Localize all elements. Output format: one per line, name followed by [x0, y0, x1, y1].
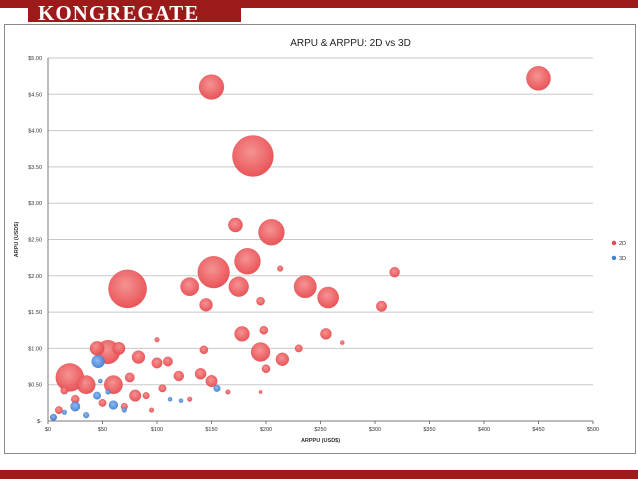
bubble-3d [105, 389, 111, 395]
bubble-3d [98, 378, 103, 384]
bubble-2d [340, 340, 345, 345]
bubble-3d [167, 397, 173, 402]
bubble-2d [258, 219, 285, 246]
bubble-2d [142, 392, 150, 400]
bubble-2d [151, 357, 163, 369]
bubble-2d [526, 66, 551, 91]
bubble-2d [173, 370, 184, 382]
x-tick-label: $450 [532, 427, 544, 433]
bubble-2d [228, 217, 243, 233]
bubble-2d [112, 341, 126, 355]
bubble-3d [91, 354, 105, 369]
bubble-2d [124, 372, 135, 383]
bubble-3d [61, 409, 67, 415]
bubble-2d [234, 326, 250, 342]
bubble-2d [198, 74, 225, 100]
legend-marker-2d [611, 240, 617, 246]
x-tick-label: $250 [314, 427, 326, 433]
bubble-2d [180, 277, 200, 297]
bubble-3d [178, 398, 184, 403]
x-tick-label: $150 [205, 427, 217, 433]
y-tick-label: $2.50 [28, 238, 42, 244]
chart-title: ARPU & ARPPU: 2D vs 3D [290, 38, 411, 49]
bubble-2d [89, 341, 105, 356]
y-tick-label: $1.50 [28, 310, 42, 316]
bubble-2d [158, 384, 167, 393]
bubble-2d [250, 342, 271, 362]
y-tick-label: $1.00 [28, 346, 42, 352]
x-axis-label: ARPPU (USD$) [301, 438, 340, 444]
x-tick-label: $50 [98, 427, 107, 433]
bubble-2d [277, 265, 284, 272]
bubble-3d [213, 384, 221, 392]
kongregate-logo: KONGREGATE [38, 1, 200, 25]
bubble-2d [234, 248, 261, 275]
x-tick-label: $500 [587, 427, 599, 433]
bubble-3d [108, 400, 118, 410]
legend-label-2d: 2D [619, 241, 626, 247]
bubble-2d [232, 135, 274, 177]
y-tick-label: $3.00 [28, 201, 42, 207]
bottom-brand-bar [0, 470, 638, 479]
bubble-2d [320, 328, 332, 340]
bubble-2d [149, 407, 155, 413]
y-tick-label: $2.00 [28, 274, 42, 280]
bubble-2d [317, 286, 339, 309]
bubble-3d [83, 412, 90, 419]
bubble-2d [163, 356, 173, 367]
y-tick-label: $3.50 [28, 165, 42, 171]
y-tick-label: $4.50 [28, 92, 42, 98]
y-tick-label: $0.50 [28, 383, 42, 389]
x-tick-label: $300 [369, 427, 381, 433]
bubble-2d [275, 352, 289, 366]
x-tick-label: $400 [478, 427, 490, 433]
bubble-2d [376, 300, 387, 312]
bubble-2d [205, 375, 218, 388]
bubble-2d [389, 266, 400, 278]
x-tick-label: $100 [151, 427, 163, 433]
bubble-2d [98, 398, 107, 407]
bubble-2d [199, 345, 209, 355]
bubble-2d [228, 276, 249, 297]
legend-marker-3d [611, 255, 617, 261]
bubble-2d [131, 350, 146, 364]
y-tick-label: $4.00 [28, 129, 42, 135]
y-tick-label: $5.00 [28, 56, 42, 62]
x-tick-label: $200 [260, 427, 272, 433]
x-tick-label: $350 [423, 427, 435, 433]
bubble-3d [70, 401, 81, 412]
bubble-3d [121, 407, 127, 413]
bubble-2d [256, 296, 265, 306]
bubble-2d [104, 375, 123, 395]
bubble-3d [93, 391, 101, 400]
bubble-2d [294, 344, 303, 353]
bubble-2d [293, 275, 317, 299]
bubble-2d [187, 396, 193, 402]
logo-tab [28, 0, 241, 22]
bubble-2d [199, 298, 213, 312]
legend-label-3d: 3D [619, 256, 626, 262]
bubble-2d [261, 364, 271, 373]
bubble-2d [55, 406, 63, 415]
x-tick-label: $0 [45, 427, 51, 433]
top-brand-bar [0, 0, 638, 8]
bubble-2d [194, 368, 207, 380]
bubble-2d [108, 269, 147, 309]
bubble-3d [49, 413, 57, 421]
y-axis-label: ARPU (USD$) [14, 222, 20, 258]
y-tick-label: $- [37, 419, 42, 425]
bubble-2d [76, 375, 96, 395]
bubble-2d [60, 386, 69, 395]
bubble-2d [197, 256, 230, 289]
bubble-2d [154, 337, 160, 343]
bubble-2d [129, 389, 142, 402]
bubble-2d [225, 389, 231, 395]
bubble-2d [258, 390, 263, 394]
bubble-2d [259, 325, 269, 335]
